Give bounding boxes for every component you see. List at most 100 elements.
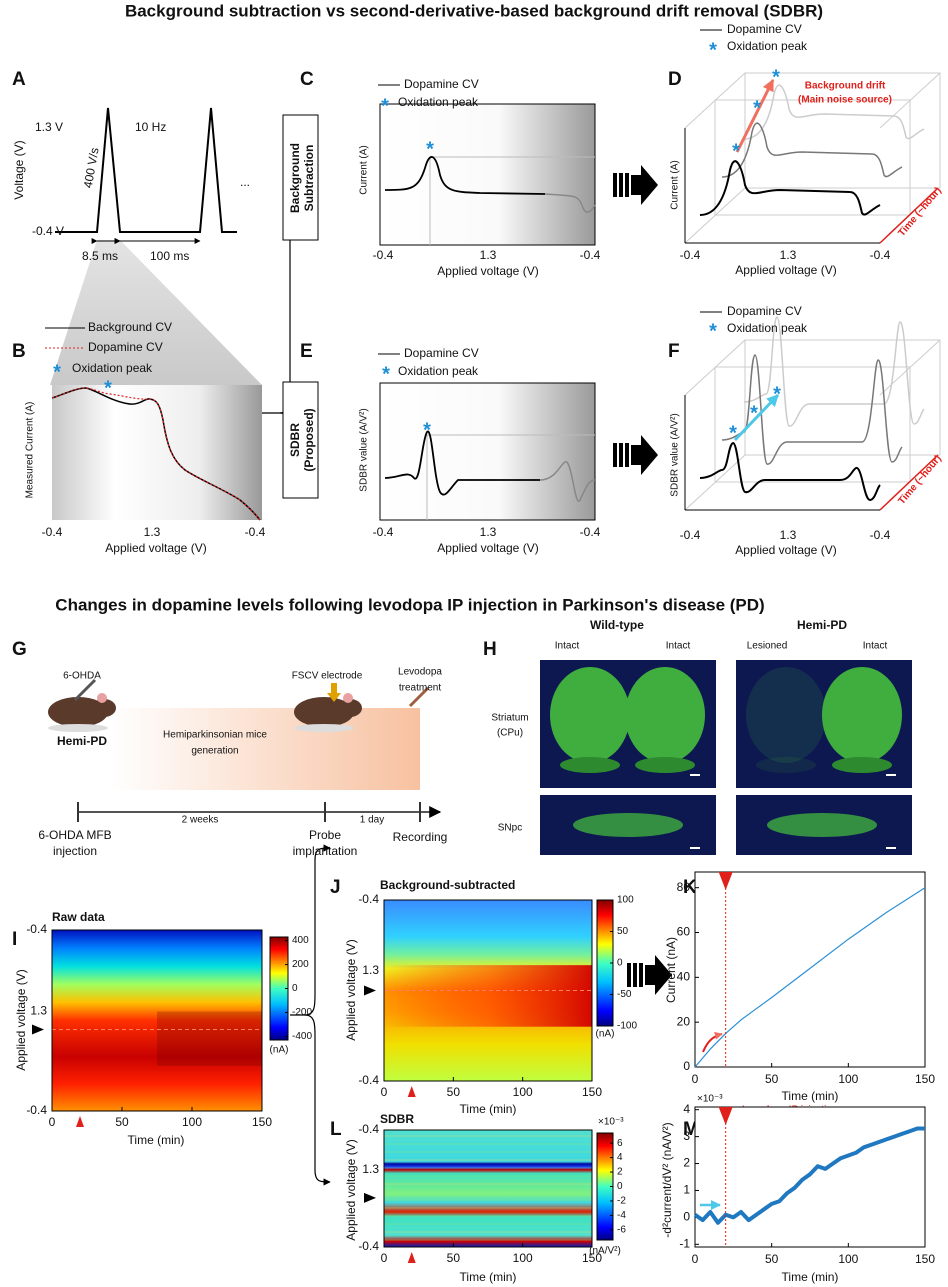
line	[879, 72, 941, 129]
y-label: Applied voltage (V)	[344, 939, 358, 1040]
row-marker	[364, 985, 376, 996]
plot-frame	[383, 1129, 593, 1248]
y-tick-label: 80	[677, 880, 691, 894]
stained-region	[756, 757, 816, 773]
x-label: Applied voltage (V)	[437, 541, 538, 555]
line	[408, 686, 430, 708]
plot-frame	[694, 1106, 926, 1248]
label: K	[683, 877, 697, 898]
x-tick-label: 50	[765, 1252, 779, 1266]
toxin: 6-OHDA	[63, 671, 101, 682]
colorbar-tick-label: -50	[617, 989, 632, 1000]
data-line	[694, 887, 926, 1068]
legend: Dopamine CV	[727, 304, 802, 318]
x-label: Time (min)	[460, 1102, 517, 1116]
peak-marker: *	[750, 402, 758, 424]
big-arrow	[631, 435, 658, 475]
drift-arrow	[735, 78, 775, 153]
depth-frame	[714, 99, 911, 216]
label: E	[300, 341, 313, 362]
label: B	[12, 341, 26, 362]
mouse-ear	[343, 693, 353, 703]
colorbar-tick-label: -100	[617, 1021, 637, 1032]
depth-frame	[744, 339, 941, 456]
label: D	[668, 69, 682, 90]
x-tick-label: 0	[49, 1115, 56, 1129]
unit: (nA/V²)	[589, 1246, 621, 1257]
colorbar-tick-label: 100	[617, 895, 634, 906]
colorbar-tick-label: 400	[292, 935, 309, 946]
mouse-shadow	[48, 724, 108, 732]
depth-frame	[744, 72, 941, 189]
treatment: Levodopa	[398, 667, 442, 678]
x-label: Applied voltage (V)	[105, 541, 206, 555]
peak-marker: *	[732, 140, 740, 162]
x-ticks: 1.3	[480, 248, 497, 262]
y-tick-label: -1	[679, 1236, 690, 1250]
legend: Oxidation peak	[727, 321, 808, 335]
x-label: Time (min)	[460, 1270, 517, 1284]
continuation: ...	[240, 175, 250, 189]
x-tick-label: 150	[252, 1115, 272, 1129]
colorbar-tick-label: 4	[617, 1152, 623, 1163]
row-marker	[32, 1024, 44, 1035]
colorbar-tick-label: 0	[617, 1181, 623, 1192]
colorbar-tick-label: 2	[617, 1167, 623, 1178]
legend: Dopamine CV	[727, 22, 802, 36]
colorbar-tick-label: -2	[617, 1196, 626, 1207]
y-label: Voltage (V)	[12, 140, 26, 199]
y-tick-label: -0.4	[358, 1073, 379, 1087]
x-label: Time (min)	[128, 1133, 185, 1147]
y-label: Applied voltage (V)	[344, 1139, 358, 1240]
arrow-stripe	[619, 443, 623, 467]
events: Probe	[309, 828, 341, 842]
phase: generation	[191, 746, 238, 757]
label: A	[12, 69, 26, 90]
y-tick-label: 4	[683, 1102, 690, 1116]
zoom-fan	[50, 240, 262, 385]
x-ticks: -0.4	[580, 525, 601, 539]
y-tick-label: -0.4	[358, 892, 379, 906]
colorbar-tick-label: 50	[617, 926, 629, 937]
x-label: Time (min)	[782, 1270, 839, 1284]
heatmap	[384, 1130, 592, 1247]
title: SDBR	[380, 1112, 414, 1126]
electrode	[331, 683, 337, 693]
x-tick-label: 150	[915, 1072, 935, 1086]
curve	[721, 122, 903, 178]
y-label: Current (nA)	[664, 937, 678, 1003]
unit: (nA)	[596, 1029, 615, 1040]
label: H	[483, 639, 497, 660]
data-line	[693, 1126, 925, 1225]
line	[879, 187, 939, 244]
regions: (CPu)	[497, 728, 523, 739]
peak-marker: *	[753, 97, 761, 119]
curve	[743, 316, 925, 427]
annotation: Background drift	[805, 81, 886, 92]
arrow-stripe	[613, 443, 617, 467]
injection-marker	[718, 1107, 733, 1125]
colorbar-tick-label: 6	[617, 1138, 623, 1149]
title: Background-subtracted	[380, 878, 515, 892]
x-ticks: -0.4	[870, 528, 891, 542]
x-tick-label: 150	[582, 1251, 602, 1265]
peak-marker: *	[773, 383, 781, 405]
drift-arrow	[733, 393, 780, 442]
y-tick-label: 60	[677, 925, 691, 939]
method: Background	[288, 143, 302, 213]
y-label: -d²current/dV² (nA/V²)	[660, 1122, 674, 1237]
depth-label: Time (~hour)	[896, 185, 943, 239]
curve	[721, 354, 903, 465]
label: C	[300, 69, 314, 90]
colorbar-tick-label: -400	[292, 1031, 312, 1042]
mouse	[338, 699, 362, 717]
legend: Dopamine CV	[404, 346, 479, 360]
y-tick-label: 2	[683, 1156, 690, 1170]
method: Subtraction	[302, 145, 316, 212]
line	[684, 339, 746, 396]
electrode: FSCV electrode	[292, 671, 363, 682]
y-tick-label: 20	[677, 1014, 691, 1028]
method-box	[282, 114, 319, 241]
curve	[702, 1031, 723, 1053]
curve	[544, 193, 596, 213]
